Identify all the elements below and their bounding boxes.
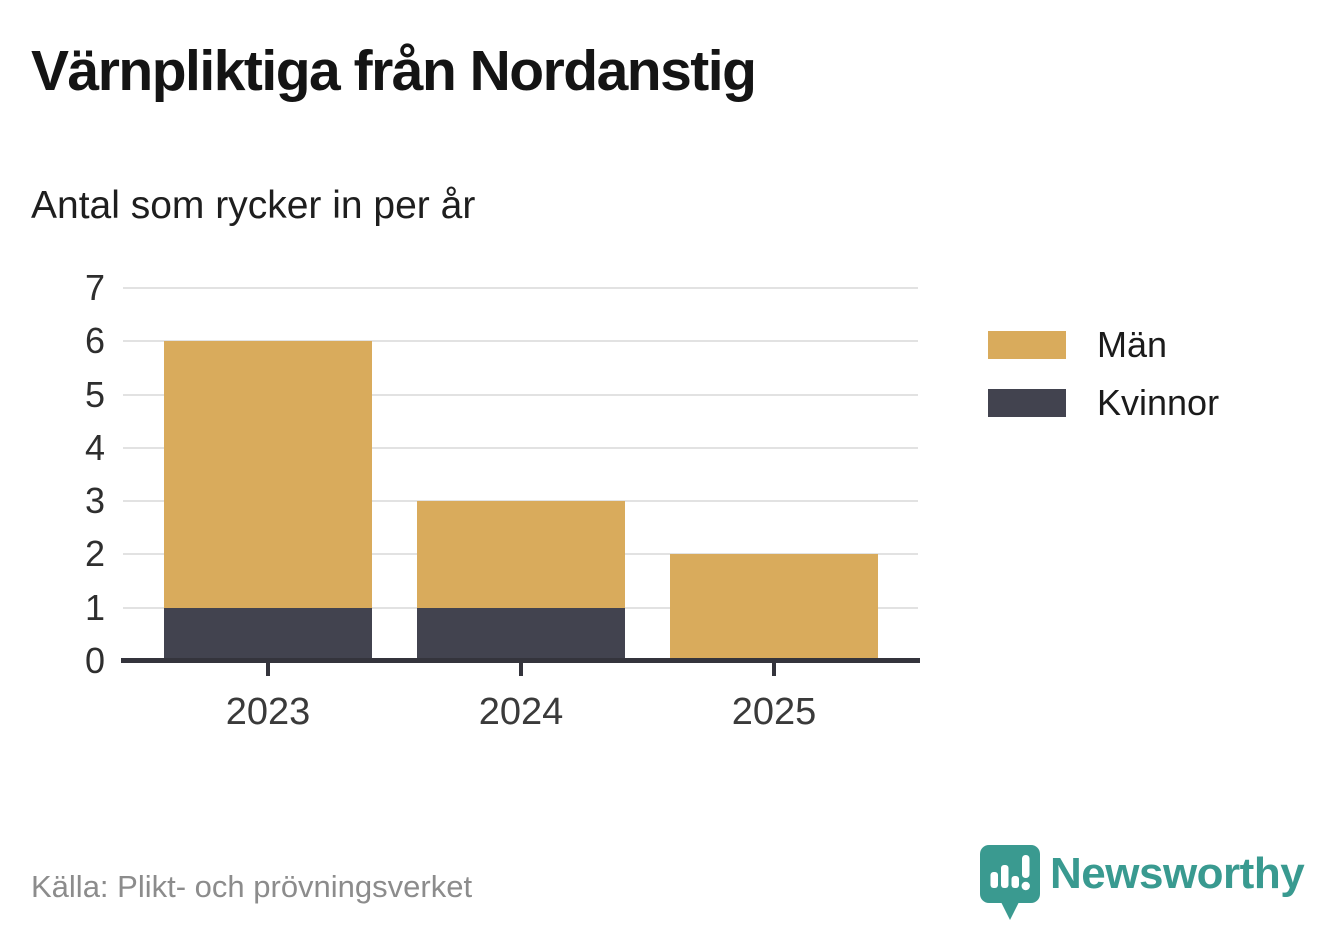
bar-2024-kvinnor [417, 607, 625, 661]
bar-2025-män [670, 554, 878, 661]
newsworthy-icon [980, 845, 1040, 920]
y-tick-label: 5 [84, 373, 105, 415]
x-tick-label-2023: 2023 [225, 691, 311, 733]
x-tick-2025 [772, 663, 776, 676]
y-tick-label: 0 [84, 640, 105, 681]
legend-label-män: Män [1097, 324, 1168, 365]
y-tick-label: 6 [84, 320, 105, 362]
gridline-y5 [123, 393, 918, 396]
x-tick-label-2025: 2025 [731, 691, 817, 733]
legend-swatch-män [988, 331, 1066, 359]
legend-label-kvinnor: Kvinnor [1097, 382, 1220, 423]
legend: Män Kvinnor [988, 324, 1219, 447]
brand-name: Newsworthy [1050, 849, 1305, 898]
y-tick-label: 1 [84, 586, 105, 628]
y-tick-label: 2 [84, 533, 105, 575]
x-tick-label-2024: 2024 [478, 691, 564, 733]
x-tick-2024 [519, 663, 523, 676]
y-tick-label: 3 [84, 480, 105, 522]
chart-title: Värnpliktiga från Nordanstig [31, 39, 757, 103]
gridline-y4 [123, 446, 918, 449]
brand-logo: Newsworthy [980, 841, 1305, 925]
gridline-y6 [123, 340, 918, 343]
bar-2024-män [417, 501, 625, 608]
bar-2023-kvinnor [164, 607, 372, 661]
legend-item-kvinnor: Kvinnor [988, 382, 1219, 423]
source-note: Källa: Plikt- och prövningsverket [31, 869, 473, 904]
x-axis-line [121, 658, 920, 663]
gridline-y7 [123, 287, 918, 289]
bar-2023-män [164, 341, 372, 608]
y-tick-label: 7 [84, 267, 105, 308]
legend-item-män: Män [988, 324, 1219, 365]
x-tick-2023 [266, 663, 270, 676]
y-tick-label: 4 [84, 426, 105, 468]
chart-subtitle: Antal som rycker in per år [31, 184, 476, 227]
legend-swatch-kvinnor [988, 389, 1066, 417]
